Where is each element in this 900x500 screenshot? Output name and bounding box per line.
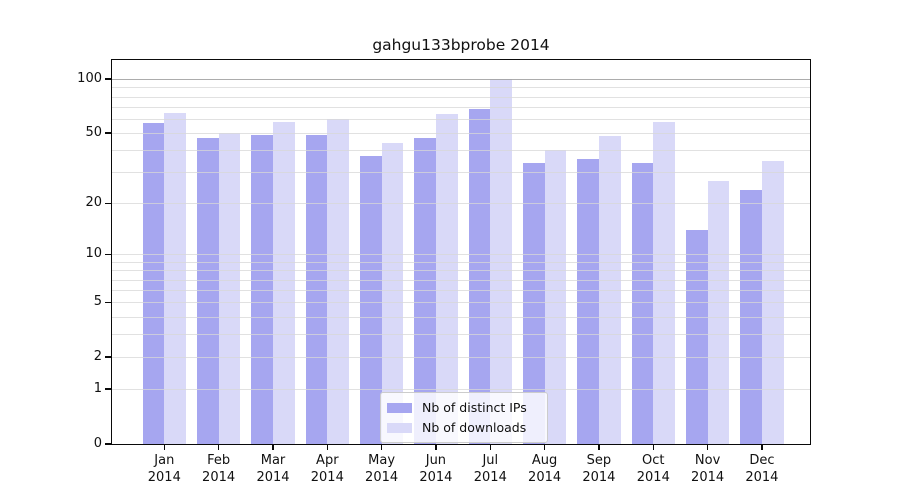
x-tick-label-sep: Sep 2014 (582, 453, 616, 485)
gridline-70 (112, 106, 810, 108)
bar-downloads-feb (218, 133, 241, 444)
gridline-8 (112, 270, 810, 272)
bar-distinct-ips-apr (305, 134, 328, 444)
y-tick-50 (105, 132, 111, 134)
gridline-40 (112, 150, 810, 152)
gridline-30 (112, 172, 810, 174)
bar-distinct-ips-nov (685, 229, 708, 444)
x-tick-oct (652, 444, 654, 450)
legend-label-distinct-ips: Nb of distinct IPs (422, 400, 527, 415)
gridline-60 (112, 118, 810, 120)
x-tick-label-may: May 2014 (365, 453, 399, 485)
x-tick-mar (272, 444, 274, 450)
x-tick-apr (326, 444, 328, 450)
gridline-6 (112, 290, 810, 292)
gridline-100 (112, 79, 810, 80)
y-tick-1 (105, 388, 111, 390)
bar-downloads-nov (707, 180, 730, 444)
legend-item-downloads: Nb of downloads (387, 419, 539, 436)
legend-label-downloads: Nb of downloads (422, 420, 527, 435)
gridline-50 (112, 133, 810, 135)
y-tick-label-0: 0 (93, 435, 102, 451)
bar-downloads-may (381, 143, 404, 444)
bar-downloads-aug (544, 150, 567, 444)
gridline-4 (112, 316, 810, 318)
y-tick-10 (105, 253, 111, 256)
gridline-1 (112, 389, 810, 391)
legend-swatch-distinct-ips (387, 402, 412, 413)
y-tick-20 (105, 202, 111, 204)
gridline-5 (112, 302, 810, 304)
y-tick-label-10: 10 (85, 245, 102, 261)
x-tick-feb (217, 444, 220, 450)
gridline-9 (112, 261, 810, 263)
gridline-3 (112, 334, 810, 336)
bar-distinct-ips-jul (468, 109, 491, 444)
bar-distinct-ips-aug (522, 162, 545, 444)
x-tick-label-apr: Apr 2014 (310, 453, 344, 485)
y-tick-0 (105, 443, 111, 445)
x-tick-label-jan: Jan 2014 (147, 453, 181, 485)
gridline-20 (112, 203, 810, 205)
x-tick-label-jul: Jul 2014 (473, 453, 507, 485)
x-tick-label-aug: Aug 2014 (528, 453, 562, 485)
x-tick-label-mar: Mar 2014 (256, 453, 290, 485)
bar-downloads-jul (490, 79, 512, 444)
gridline-7 (112, 279, 810, 281)
gridline-90 (112, 87, 810, 89)
bar-distinct-ips-sep (577, 158, 599, 444)
y-tick-label-1: 1 (93, 380, 102, 396)
y-tick-label-50: 50 (85, 124, 102, 140)
y-tick-5 (105, 301, 111, 304)
gridline-80 (112, 96, 810, 98)
bar-downloads-apr (327, 118, 349, 444)
y-tick-100 (105, 78, 111, 80)
bar-distinct-ips-oct (631, 162, 654, 444)
bar-downloads-oct (653, 121, 675, 444)
x-tick-label-oct: Oct 2014 (636, 453, 670, 485)
x-tick-label-jun: Jun 2014 (419, 453, 453, 485)
bar-downloads-jun (435, 113, 458, 444)
legend-item-distinct-ips: Nb of distinct IPs (387, 399, 539, 416)
y-tick-label-100: 100 (77, 70, 102, 86)
x-tick-aug (543, 444, 546, 450)
y-tick-label-5: 5 (93, 293, 102, 309)
x-tick-label-nov: Nov 2014 (691, 453, 725, 485)
x-tick-label-feb: Feb 2014 (202, 453, 236, 485)
bar-downloads-mar (272, 121, 295, 444)
x-tick-jan (163, 444, 166, 450)
gridline-2 (112, 357, 810, 359)
x-tick-dec (761, 444, 763, 450)
x-tick-sep (598, 444, 600, 450)
y-tick-2 (105, 356, 111, 358)
y-tick-label-20: 20 (85, 194, 102, 210)
chart-title: gahgu133bprobe 2014 (372, 36, 550, 54)
x-tick-label-dec: Dec 2014 (745, 453, 779, 485)
x-tick-may (380, 444, 383, 450)
x-tick-jun (435, 444, 437, 450)
bar-downloads-jan (164, 112, 186, 444)
bar-distinct-ips-jan (142, 122, 165, 444)
plot-frame (110, 58, 811, 445)
legend: Nb of distinct IPs Nb of downloads (380, 392, 548, 443)
legend-swatch-downloads (387, 422, 412, 433)
y-tick-label-2: 2 (93, 348, 102, 364)
gridline-10 (112, 254, 810, 256)
bar-distinct-ips-mar (251, 134, 273, 444)
x-tick-jul (489, 444, 491, 450)
plot-area (112, 60, 810, 444)
x-tick-nov (706, 444, 709, 450)
bar-distinct-ips-may (359, 156, 382, 444)
